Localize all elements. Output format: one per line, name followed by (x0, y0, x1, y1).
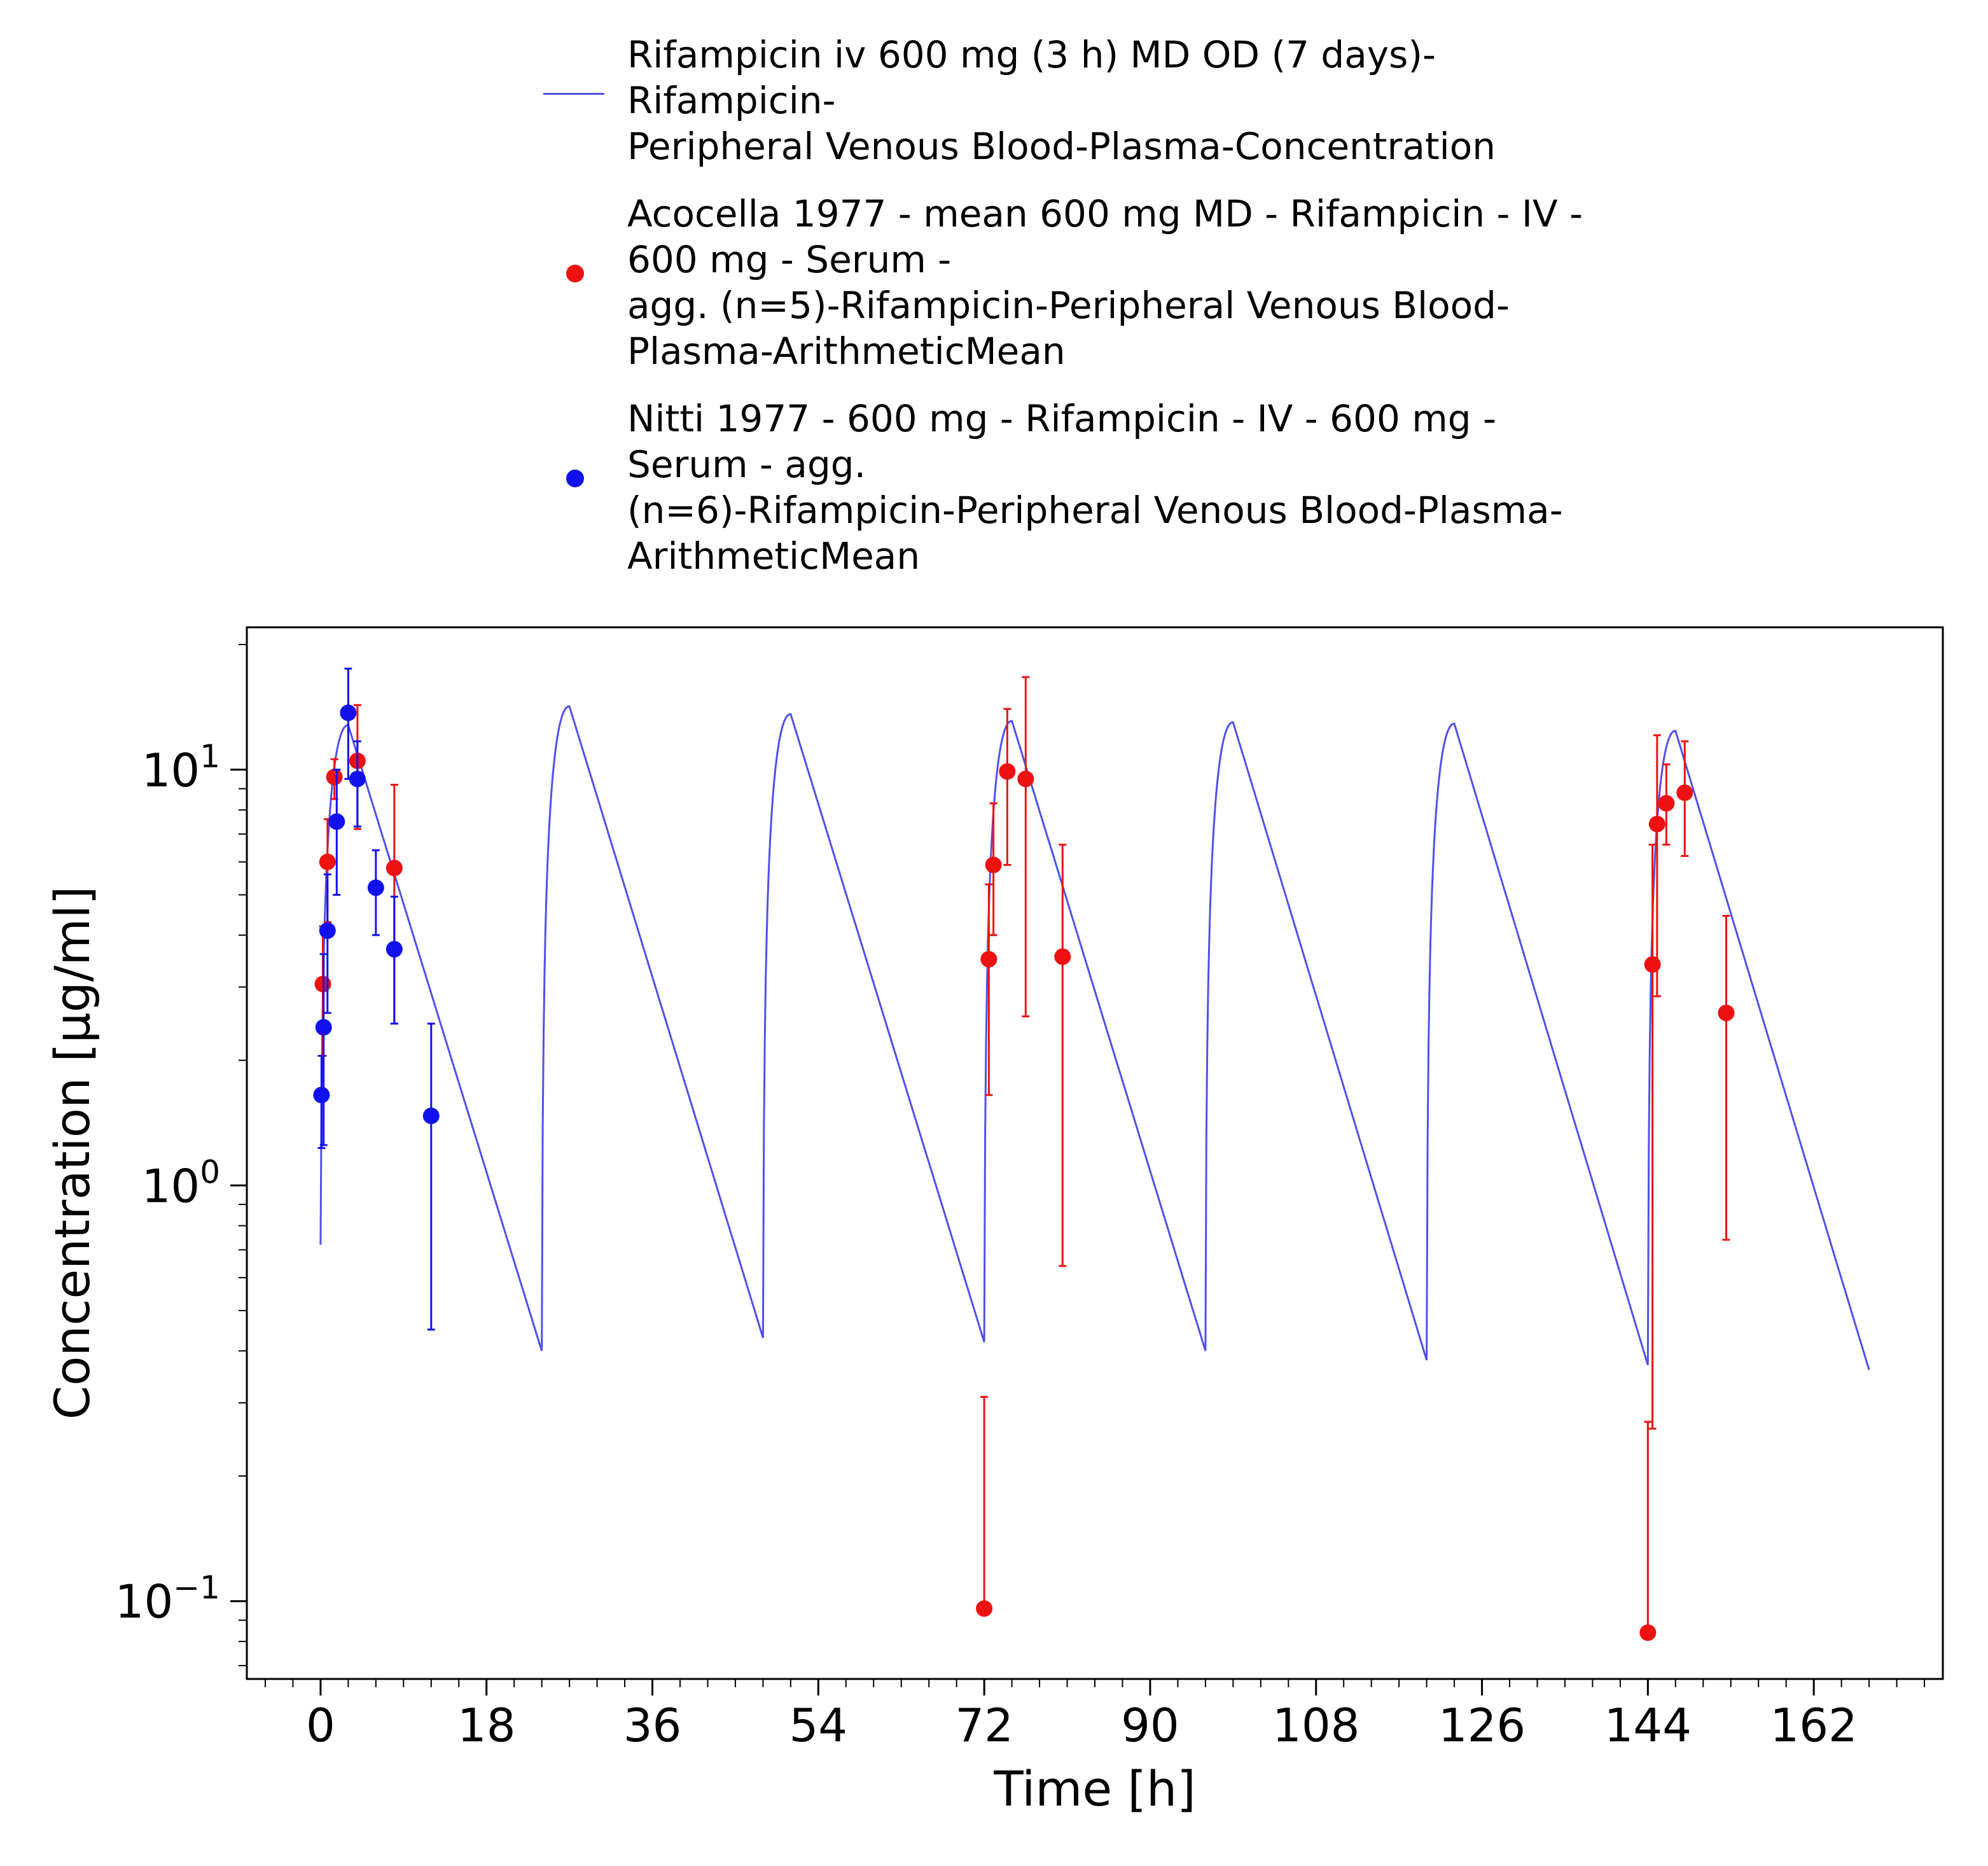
chart-axes: 0 18 36 54 72 90 108 126 144 162 10−1 100 101 (115, 644, 1926, 1752)
acocella-data-point (1658, 795, 1675, 812)
x-tick-label: 36 (623, 1699, 682, 1752)
nitti-data-point (319, 922, 336, 939)
y-tick-label: 10−1 (115, 1570, 220, 1629)
nitti-data-point (340, 704, 357, 721)
y-tick-label: 100 (142, 1153, 220, 1213)
acocella-data-point (976, 1600, 993, 1617)
nitti-data-point (422, 1107, 440, 1124)
y-axis-label: Concentration [µg/ml] (44, 886, 101, 1419)
acocella-data-point (1676, 784, 1693, 802)
legend: Rifampicin iv 600 mg (3 h) MD OD (7 days… (541, 32, 1686, 601)
acocella-data-point (386, 860, 403, 877)
nitti-data-point (313, 1087, 330, 1104)
x-tick-label: 54 (789, 1699, 848, 1752)
legend-line-marker (543, 93, 604, 95)
acocella-data-point (980, 950, 997, 968)
x-tick-label: 126 (1438, 1699, 1526, 1752)
nitti-data-point (367, 879, 384, 896)
acocella-data-point (1644, 956, 1661, 973)
acocella-data-point (319, 853, 336, 870)
x-tick-label: 18 (457, 1699, 516, 1752)
legend-entry-model: Rifampicin iv 600 mg (3 h) MD OD (7 days… (541, 32, 1686, 169)
nitti-data-point (328, 813, 345, 830)
legend-entry-acocella: Acocella 1977 - mean 600 mg MD - Rifampi… (541, 191, 1686, 374)
plot-frame (246, 626, 1944, 1680)
acocella-data-point (1639, 1624, 1657, 1641)
acocella-data-point (1054, 948, 1071, 965)
acocella-data-point (326, 769, 343, 786)
model-concentration-line (319, 705, 1870, 1370)
x-tick-label: 72 (955, 1699, 1013, 1752)
x-tick-label: 162 (1770, 1699, 1857, 1752)
acocella-data-point (985, 856, 1002, 874)
x-tick-label: 108 (1272, 1699, 1359, 1752)
nitti-data-point (349, 770, 366, 788)
legend-blue-dot-marker (566, 470, 584, 487)
legend-entry-nitti: Nitti 1977 - 600 mg - Rifampicin - IV - … (541, 396, 1686, 579)
legend-label-model: Rifampicin iv 600 mg (3 h) MD OD (7 days… (627, 33, 1496, 168)
legend-red-dot-marker (566, 265, 584, 282)
x-axis-label: Time [h] (993, 1760, 1196, 1817)
nitti-data-point (315, 1019, 332, 1036)
acocella-data-point (999, 763, 1016, 780)
acocella-data-point (1648, 816, 1665, 833)
legend-label-nitti: Nitti 1977 - 600 mg - Rifampicin - IV - … (627, 397, 1563, 578)
legend-label-acocella: Acocella 1977 - mean 600 mg MD - Rifampi… (627, 192, 1583, 373)
nitti-data-point (386, 940, 403, 957)
y-tick-label: 101 (142, 738, 220, 797)
chart-marks (313, 667, 1870, 1641)
acocella-data-point (1718, 1005, 1735, 1022)
x-tick-label: 0 (306, 1699, 335, 1752)
acocella-data-point (1017, 770, 1034, 788)
x-tick-label: 144 (1604, 1699, 1692, 1752)
x-tick-label: 90 (1121, 1699, 1179, 1752)
